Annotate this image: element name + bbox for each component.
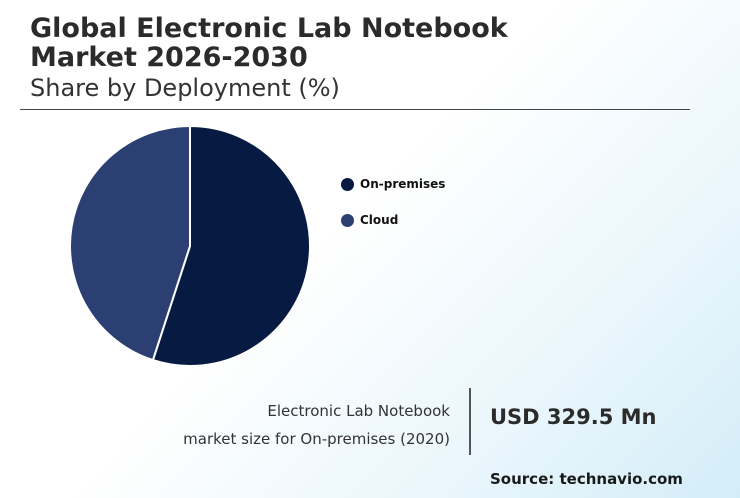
stat-value: USD 329.5 Mn [490,405,657,429]
chart-legend: On-premises Cloud [341,175,445,247]
legend-label: Cloud [360,213,399,227]
header-divider [20,109,690,110]
stat-caption: Electronic Lab Notebook market size for … [183,397,450,453]
stat-divider [469,388,471,455]
stat-caption-line-1: Electronic Lab Notebook [267,402,450,420]
title-line-2: Market 2026-2030 [30,42,308,73]
source-credit: Source: technavio.com [490,470,683,488]
legend-swatch [341,213,354,227]
chart-title: Global Electronic Lab Notebook Market 202… [30,14,508,72]
title-line-1: Global Electronic Lab Notebook [30,13,508,44]
legend-swatch [341,177,354,191]
pie-slice-cloud [69,124,191,362]
stat-caption-line-2: market size for On-premises (2020) [183,430,450,448]
pie-slice-on-premises [151,124,311,367]
legend-item-on-premises: On-premises [341,175,445,193]
legend-label: On-premises [360,177,446,191]
pie-chart [69,124,311,367]
chart-subtitle: Share by Deployment (%) [30,74,340,102]
legend-item-cloud: Cloud [341,211,445,229]
